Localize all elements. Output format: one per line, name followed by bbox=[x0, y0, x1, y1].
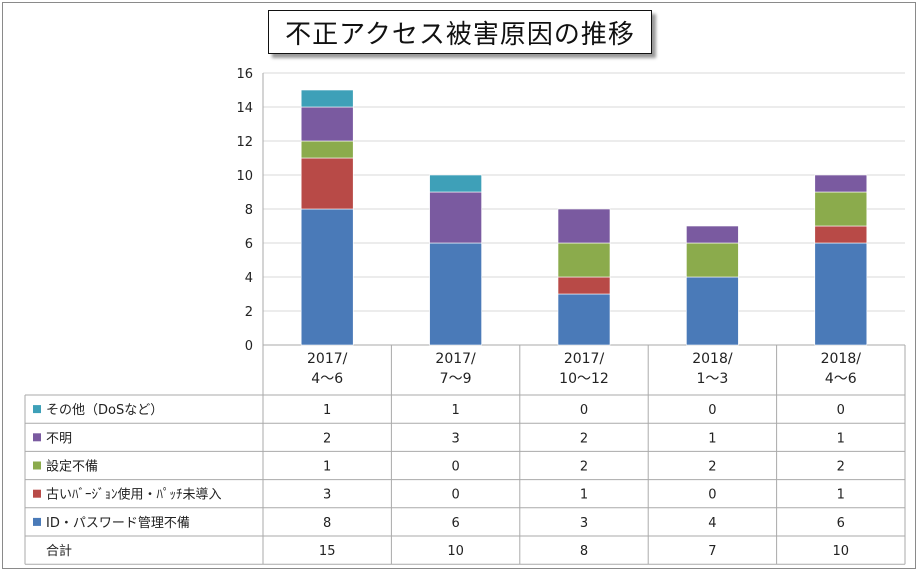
legend-label: 不明 bbox=[46, 431, 72, 446]
x-category-label: 2018/ bbox=[821, 351, 862, 367]
x-category-label: 4〜6 bbox=[825, 371, 857, 387]
table-cell-value: 0 bbox=[451, 488, 459, 503]
table-cell-value: 0 bbox=[837, 403, 845, 418]
data-table: 2017/4〜6 2017/7〜9 2017/10〜12 2018/1〜3 2018/4… bbox=[24, 345, 906, 565]
table-cell-value: 1 bbox=[451, 403, 459, 418]
bar-segment bbox=[686, 276, 739, 346]
bar-segment bbox=[557, 276, 611, 295]
table-cell-value: 3 bbox=[580, 516, 588, 531]
bar-segment bbox=[814, 242, 868, 346]
table-total-value: 8 bbox=[580, 544, 588, 559]
y-tick-label: 14 bbox=[236, 101, 253, 116]
table-cell-value: 1 bbox=[323, 403, 331, 418]
y-tick-label: 12 bbox=[236, 135, 253, 150]
legend-label: 古いﾊﾞｰｼﾞｮﾝ使用・ﾊﾟｯﾁ未導入 bbox=[46, 487, 222, 503]
bar-segment bbox=[429, 174, 482, 193]
table-cell-value: 6 bbox=[451, 516, 459, 531]
legend-key bbox=[33, 517, 41, 526]
chart-title: 不正アクセス被害原因の推移 bbox=[268, 10, 652, 54]
table-cell-value: 3 bbox=[323, 488, 331, 503]
table-cell-value: 2 bbox=[323, 431, 331, 446]
legend-key bbox=[33, 489, 41, 498]
table-cell-value: 2 bbox=[580, 431, 588, 446]
bar-segment bbox=[686, 242, 739, 278]
table-cell-value: 0 bbox=[708, 403, 716, 418]
y-tick-label: 8 bbox=[245, 203, 253, 218]
bar-segment bbox=[300, 106, 354, 142]
x-category-label: 10〜12 bbox=[559, 371, 609, 387]
table-cell-value: 0 bbox=[708, 488, 716, 503]
bar-segment bbox=[300, 208, 354, 346]
table-cell-value: 1 bbox=[580, 488, 588, 503]
bar-segment bbox=[429, 242, 482, 346]
bar-segment bbox=[814, 174, 868, 193]
y-tick-label: 16 bbox=[236, 67, 253, 82]
table-cell-value: 2 bbox=[837, 460, 845, 475]
bar-segment bbox=[814, 225, 868, 244]
table-total-value: 10 bbox=[833, 544, 850, 559]
y-tick-label: 10 bbox=[236, 169, 253, 184]
table-cell-value: 0 bbox=[580, 403, 588, 418]
x-category-label: 2017/ bbox=[564, 351, 605, 367]
x-category-label: 7〜9 bbox=[440, 371, 472, 387]
x-category-label: 2018/ bbox=[692, 351, 733, 367]
table-cell-value: 1 bbox=[837, 488, 845, 503]
bar-segment bbox=[300, 89, 354, 108]
bars-layer bbox=[300, 89, 868, 346]
table-cell-value: 4 bbox=[708, 516, 716, 531]
legend-label: 設定不備 bbox=[46, 459, 98, 475]
bar-segment bbox=[300, 140, 354, 159]
bar-segment bbox=[557, 242, 611, 278]
legend-key bbox=[33, 461, 41, 470]
bar-segment bbox=[429, 191, 482, 244]
bar-segment bbox=[300, 157, 354, 210]
x-category-label: 2017/ bbox=[307, 351, 348, 367]
legend-label: ID・パスワード管理不備 bbox=[46, 515, 190, 531]
table-total-value: 10 bbox=[447, 544, 464, 559]
y-tick-label: 4 bbox=[245, 271, 253, 286]
table-cell-value: 6 bbox=[837, 516, 845, 531]
bar-segment bbox=[686, 225, 739, 244]
table-cell-value: 2 bbox=[708, 460, 716, 475]
y-tick-label: 0 bbox=[245, 339, 253, 354]
table-total-value: 15 bbox=[319, 544, 336, 559]
total-label: 合計 bbox=[46, 543, 72, 559]
legend-label: その他（DoSなど） bbox=[46, 403, 163, 418]
x-category-label: 2017/ bbox=[435, 351, 476, 367]
x-category-label: 1〜3 bbox=[696, 371, 728, 387]
y-tick-label: 2 bbox=[245, 305, 253, 320]
legend-key bbox=[33, 433, 41, 442]
table-cell-value: 1 bbox=[837, 431, 845, 446]
table-cell-value: 8 bbox=[323, 516, 331, 531]
legend-key bbox=[33, 405, 41, 414]
table-cell-value: 3 bbox=[451, 431, 459, 446]
bar-segment bbox=[557, 208, 611, 244]
table-total-value: 7 bbox=[708, 544, 716, 559]
bar-segment bbox=[814, 191, 868, 227]
x-category-label: 4〜6 bbox=[311, 371, 343, 387]
table-cell-value: 1 bbox=[323, 460, 331, 475]
bar-segment bbox=[557, 293, 611, 346]
table-cell-value: 0 bbox=[451, 460, 459, 475]
table-cell-value: 1 bbox=[708, 431, 716, 446]
y-tick-label: 6 bbox=[245, 237, 253, 252]
table-cell-value: 2 bbox=[580, 460, 588, 475]
axis-layer: 0 2 4 6 8 10 12 14 16 bbox=[236, 67, 264, 354]
